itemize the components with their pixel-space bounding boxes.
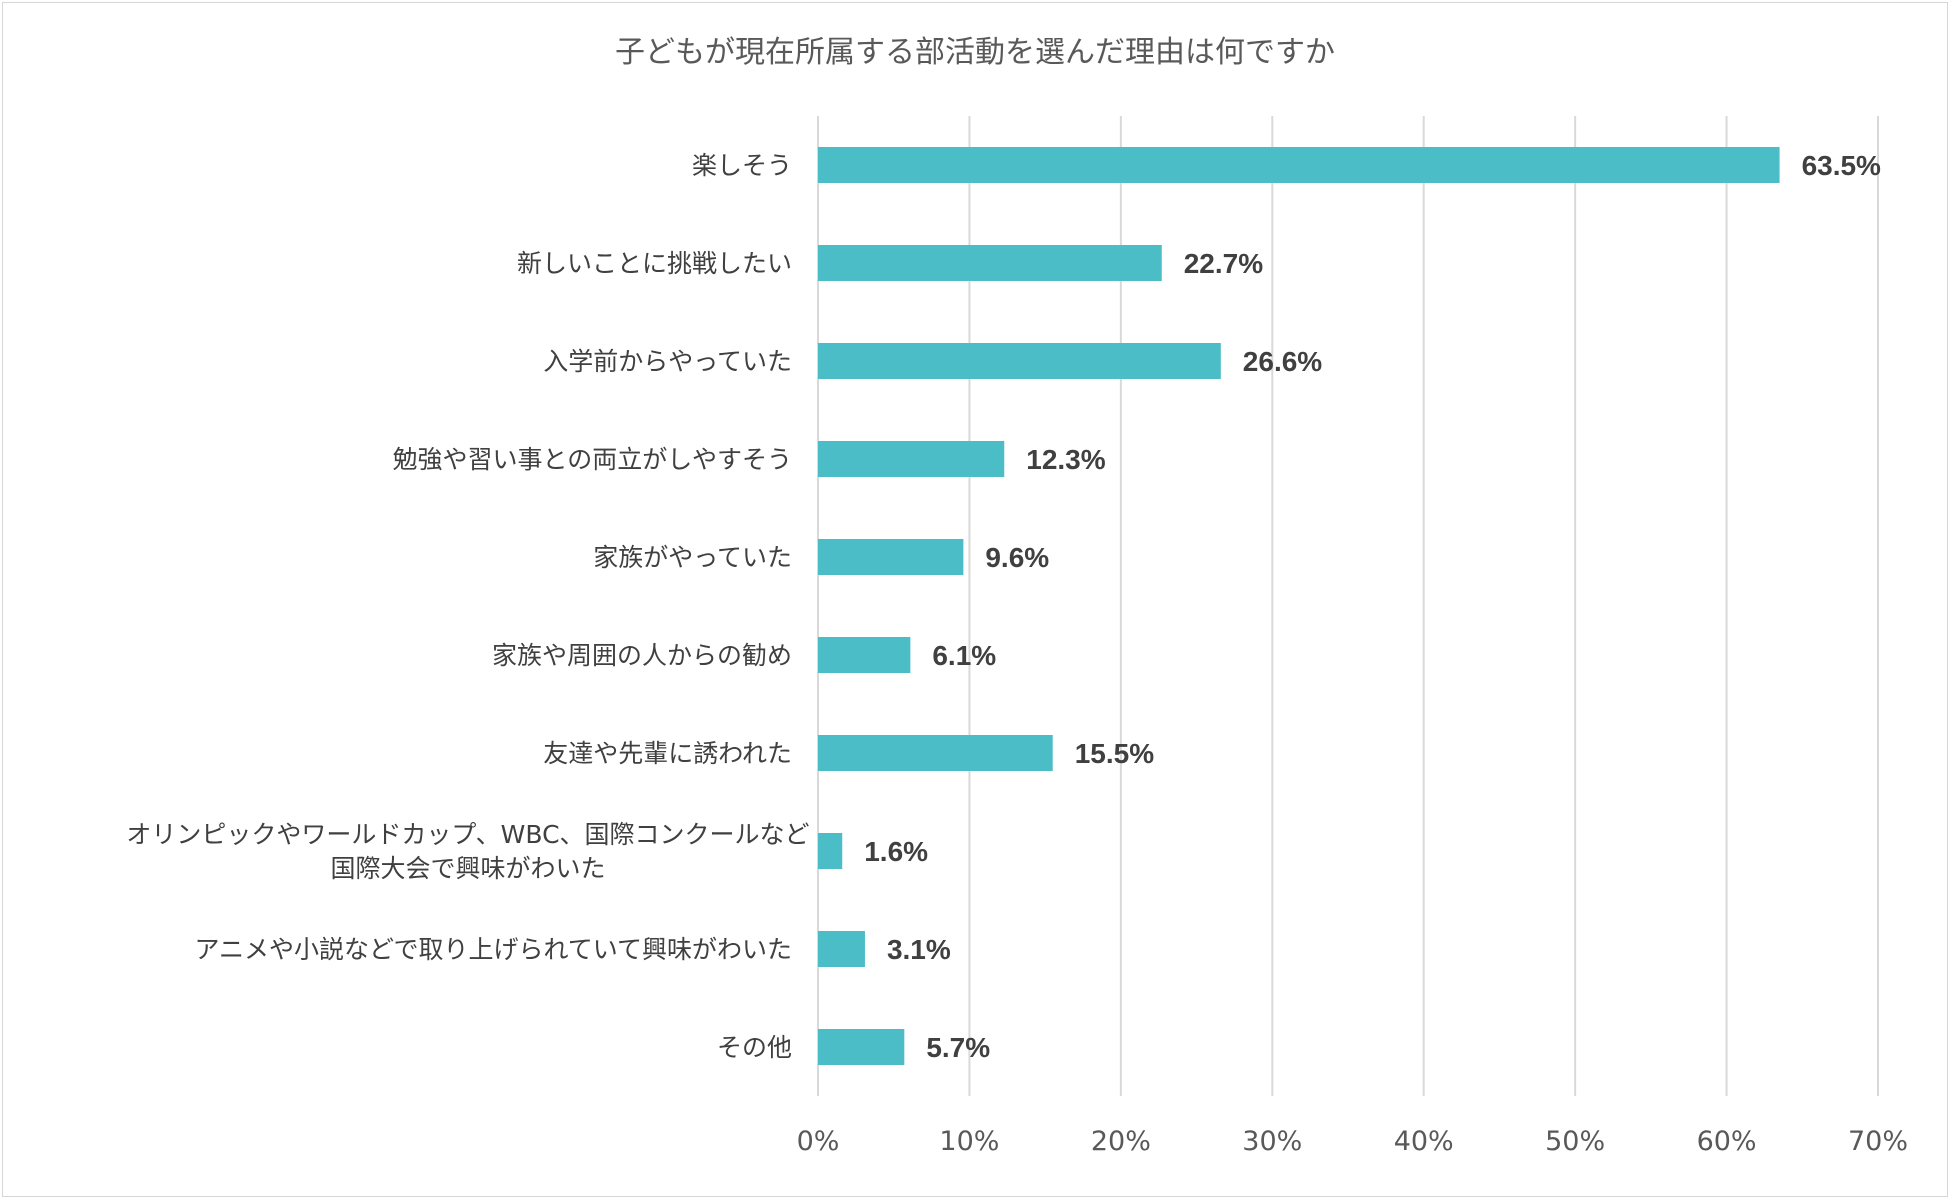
data-label: 5.7% bbox=[926, 1032, 990, 1063]
category-label: 楽しそう bbox=[692, 151, 792, 180]
data-label: 3.1% bbox=[887, 934, 951, 965]
data-label: 15.5% bbox=[1075, 738, 1154, 769]
x-tick-label: 50% bbox=[1545, 1126, 1605, 1157]
bar bbox=[818, 245, 1162, 281]
bars bbox=[818, 147, 1780, 1065]
data-label: 63.5% bbox=[1802, 150, 1881, 181]
bar bbox=[818, 147, 1780, 183]
category-label: 新しいことに挑戦したい bbox=[517, 249, 792, 278]
x-tick-label: 70% bbox=[1848, 1126, 1908, 1157]
x-tick-label: 60% bbox=[1697, 1126, 1757, 1157]
data-label: 12.3% bbox=[1026, 444, 1105, 475]
bar bbox=[818, 1029, 905, 1065]
data-label: 6.1% bbox=[932, 640, 996, 671]
x-tick-label: 20% bbox=[1091, 1126, 1151, 1157]
category-label: 友達や先輩に誘われた bbox=[543, 739, 792, 768]
bar bbox=[818, 735, 1053, 771]
category-label: 家族がやっていた bbox=[593, 543, 792, 572]
category-labels: 楽しそう新しいことに挑戦したい入学前からやっていた勉強や習い事との両立がしやすそ… bbox=[126, 151, 809, 1062]
bar bbox=[818, 833, 843, 869]
bar bbox=[818, 343, 1221, 379]
bar bbox=[818, 931, 865, 967]
x-tick-label: 0% bbox=[797, 1126, 840, 1157]
x-tick-label: 40% bbox=[1394, 1126, 1454, 1157]
bar bbox=[818, 441, 1005, 477]
data-label: 9.6% bbox=[985, 542, 1049, 573]
bar bbox=[818, 637, 911, 673]
category-label: 入学前からやっていた bbox=[543, 347, 792, 376]
x-tick-label: 30% bbox=[1242, 1126, 1302, 1157]
category-label: その他 bbox=[717, 1033, 792, 1062]
data-label: 22.7% bbox=[1184, 248, 1263, 279]
chart-title: 子どもが現在所属する部活動を選んだ理由は何ですか bbox=[615, 35, 1335, 70]
x-axis-ticks: 0% 10% 20% 30% 40% 50% 60% 70% bbox=[797, 1126, 1908, 1157]
category-label: アニメや小説などで取り上げられていて興味がわいた bbox=[194, 935, 792, 964]
category-label: 勉強や習い事との両立がしやすそう bbox=[392, 445, 792, 474]
data-label: 26.6% bbox=[1243, 346, 1322, 377]
data-label: 1.6% bbox=[864, 836, 928, 867]
data-labels: 63.5% 22.7% 26.6% 12.3% 9.6% 6.1% 15.5% 1.6% 3.1… bbox=[864, 150, 1881, 1063]
category-label: 家族や周囲の人からの勧め bbox=[492, 641, 792, 670]
category-label: オリンピックやワールドカップ、WBC、国際コンクールなど国際大会で興味がわいた bbox=[126, 820, 809, 883]
x-tick-label: 10% bbox=[939, 1126, 999, 1157]
bar bbox=[818, 539, 964, 575]
